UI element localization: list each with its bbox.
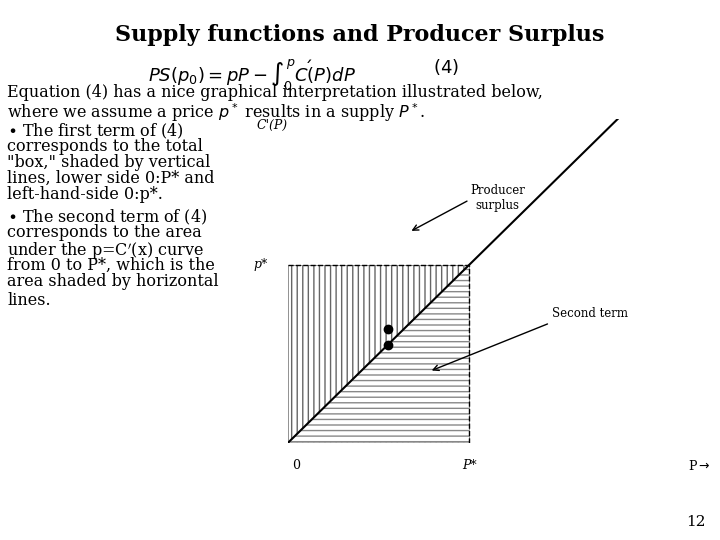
Text: p*: p* <box>253 258 268 271</box>
Text: lines, lower side 0:P* and: lines, lower side 0:P* and <box>7 170 215 187</box>
Text: corresponds to the area: corresponds to the area <box>7 224 202 241</box>
Text: Producer
surplus: Producer surplus <box>470 184 525 212</box>
Text: P*: P* <box>462 459 477 472</box>
Text: C'(P): C'(P) <box>256 119 287 132</box>
Text: corresponds to the total: corresponds to the total <box>7 138 203 154</box>
Text: $(4)$: $(4)$ <box>433 57 459 77</box>
Text: under the p=C$'$(x) curve: under the p=C$'$(x) curve <box>7 240 204 261</box>
Text: P$\rightarrow$: P$\rightarrow$ <box>688 459 711 473</box>
Text: 0: 0 <box>292 459 300 472</box>
Text: lines.: lines. <box>7 292 51 308</box>
Text: Supply functions and Producer Surplus: Supply functions and Producer Surplus <box>115 24 605 46</box>
Text: where we assume a price $p^*$ results in a supply $P^*$.: where we assume a price $p^*$ results in… <box>7 102 426 124</box>
Text: "box," shaded by vertical: "box," shaded by vertical <box>7 154 210 171</box>
Text: left-hand-side 0:p*.: left-hand-side 0:p*. <box>7 186 163 203</box>
Text: $\bullet$ The first term of (4): $\bullet$ The first term of (4) <box>7 122 184 141</box>
Text: 12: 12 <box>686 515 706 529</box>
Text: $\bullet$ The second term of (4): $\bullet$ The second term of (4) <box>7 208 207 227</box>
Text: Equation (4) has a nice graphical interpretation illustrated below,: Equation (4) has a nice graphical interp… <box>7 84 543 100</box>
Text: Second term: Second term <box>552 307 629 320</box>
Text: area shaded by horizontal: area shaded by horizontal <box>7 273 219 289</box>
Text: $PS(p_0) = pP - \int_0^p C\'(P)dP$: $PS(p_0) = pP - \int_0^p C\'(P)dP$ <box>148 57 356 92</box>
Text: from 0 to P*, which is the: from 0 to P*, which is the <box>7 256 215 273</box>
